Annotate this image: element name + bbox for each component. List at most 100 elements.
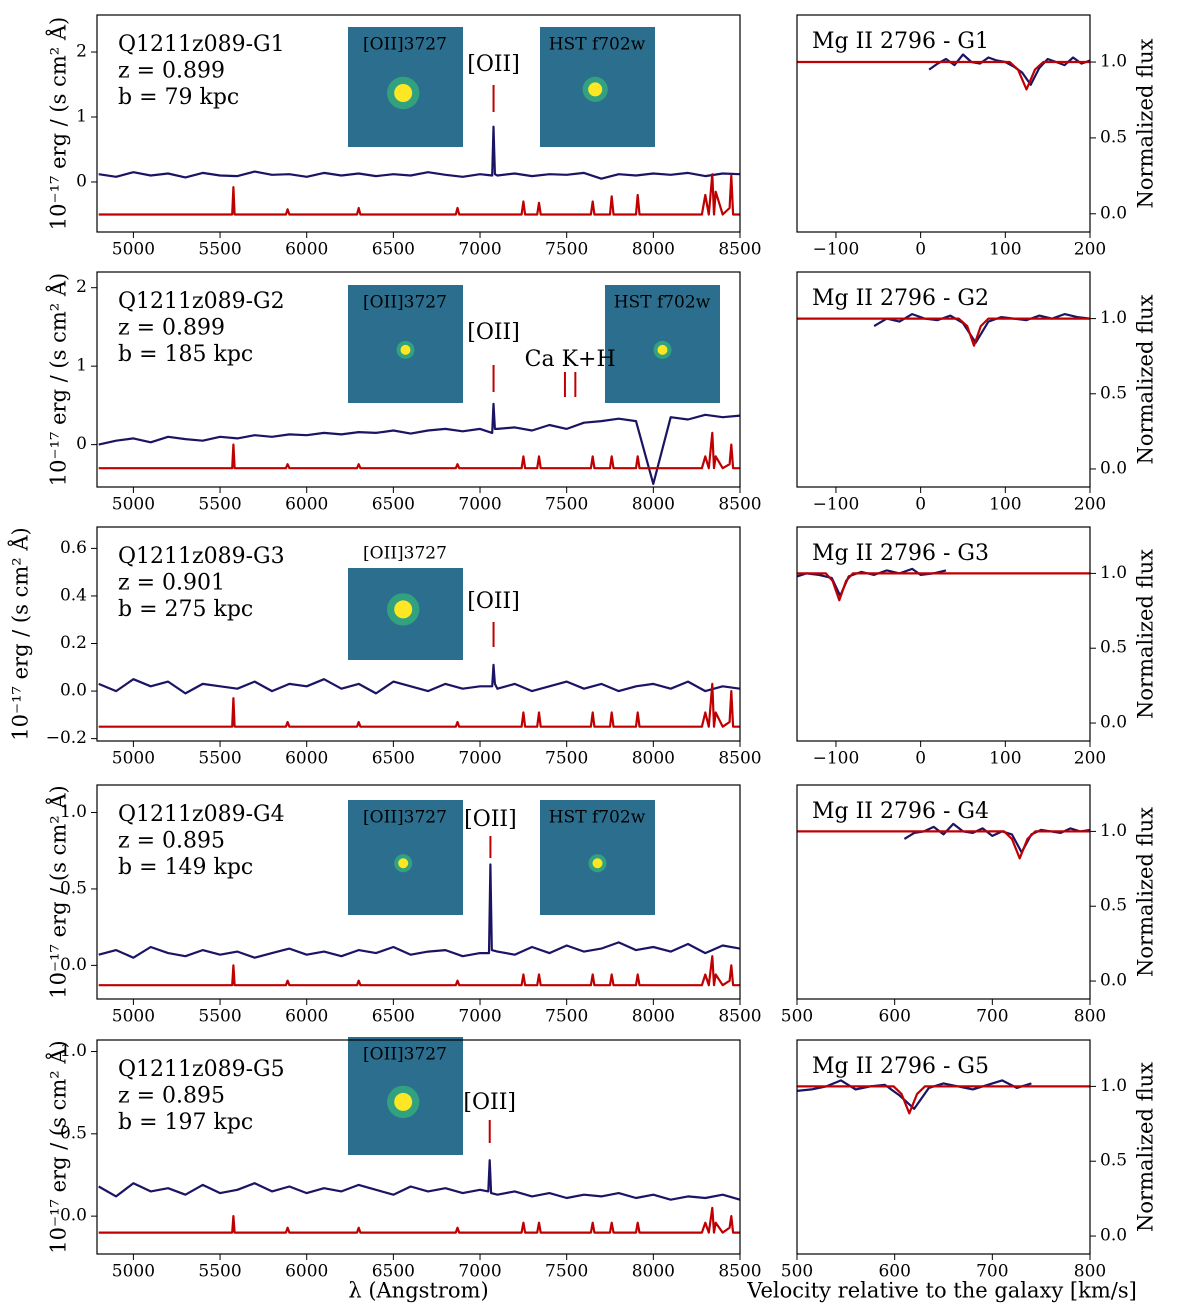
x-tick-label: 5500 bbox=[198, 495, 241, 515]
spectrum-line bbox=[797, 1079, 1032, 1110]
panel-title: Mg II 2796 - G4 bbox=[812, 799, 989, 824]
y-tick-label: 1.0 bbox=[60, 802, 87, 822]
inset-source bbox=[588, 82, 603, 97]
x-tick-label: 5000 bbox=[112, 495, 155, 515]
y-tick-label: 1.0 bbox=[1100, 52, 1127, 72]
spectrum-line bbox=[98, 173, 740, 216]
x-tick-label: 6000 bbox=[285, 1007, 328, 1027]
y-tick-label: 1.0 bbox=[1100, 821, 1127, 841]
x-tick-label: 600 bbox=[878, 1007, 910, 1027]
panel-text: b = 197 kpc bbox=[118, 1110, 253, 1135]
x-tick-label: 6500 bbox=[372, 240, 415, 260]
spectrum-line bbox=[797, 1085, 1090, 1115]
x-tick-label: 0 bbox=[915, 495, 926, 515]
y-tick-label: 0.6 bbox=[60, 538, 87, 558]
x-tick-label: 5000 bbox=[112, 1262, 155, 1282]
panel: −100 0 100 200 0.0 0.5 1.0 Mg II 2796 - G2 Norma… bbox=[796, 271, 1158, 515]
x-tick-label: 200 bbox=[1074, 749, 1106, 769]
panel: 500 600 700 800 0.0 0.5 1.0 Mg II 2796 - G4 Norm… bbox=[781, 784, 1158, 1027]
panel-text: Q1211z089-G3 bbox=[118, 544, 285, 569]
spectrum-line bbox=[98, 955, 740, 987]
axes-frame bbox=[96, 1039, 741, 1255]
x-tick-label: 700 bbox=[976, 1007, 1008, 1027]
y-tick-label: 1.0 bbox=[1100, 1076, 1127, 1096]
x-tick-label: 7500 bbox=[545, 240, 588, 260]
x-axis-label: Velocity relative to the galaxy [km/s] bbox=[746, 1279, 1137, 1303]
x-tick-label: 100 bbox=[989, 240, 1021, 260]
y-axis-label: Normalized flux bbox=[1134, 38, 1158, 208]
x-tick-label: 7500 bbox=[545, 1007, 588, 1027]
x-tick-label: 8500 bbox=[718, 240, 761, 260]
inset-label: [OII]3727 bbox=[363, 808, 447, 828]
spectrum-line bbox=[98, 1206, 740, 1234]
panel-title: Mg II 2796 - G3 bbox=[812, 541, 989, 566]
x-tick-label: 8500 bbox=[718, 495, 761, 515]
inset-label: HST f702w bbox=[549, 35, 646, 55]
x-tick-label: 500 bbox=[781, 1007, 813, 1027]
spectrum-line bbox=[797, 60, 1090, 91]
y-tick-label: 2 bbox=[76, 277, 87, 297]
line-label: Ca K+H bbox=[525, 347, 616, 372]
inset-source bbox=[398, 858, 409, 869]
axes-frame bbox=[796, 526, 1091, 742]
inset-label: [OII]3727 bbox=[363, 35, 447, 55]
y-tick-label: 0.5 bbox=[60, 878, 87, 898]
spectrum-line bbox=[928, 53, 1090, 86]
spectrum-line bbox=[98, 663, 740, 695]
y-axis-label: Normalized flux bbox=[1134, 549, 1158, 719]
panel: [OII]3727 HST f702w 5000 5500 6000 6500 7000 75… bbox=[46, 784, 762, 1027]
inset-label: [OII]3727 bbox=[363, 1045, 447, 1065]
x-tick-label: 7000 bbox=[458, 749, 501, 769]
panel-text: b = 275 kpc bbox=[118, 597, 253, 622]
x-tick-label: 600 bbox=[878, 1262, 910, 1282]
x-tick-label: 8000 bbox=[632, 1007, 675, 1027]
spectrum-line bbox=[98, 125, 740, 180]
y-tick-label: 0.5 bbox=[60, 1123, 87, 1143]
y-tick-label: 0.0 bbox=[1100, 971, 1127, 991]
y-axis-label: Normalized flux bbox=[1134, 807, 1158, 977]
line-label: [OII] bbox=[467, 52, 520, 77]
panel-text: b = 185 kpc bbox=[118, 342, 253, 367]
x-tick-label: 5500 bbox=[198, 1262, 241, 1282]
x-axis-label: λ (Angstrom) bbox=[348, 1279, 488, 1303]
y-axis-label: Normalized flux bbox=[1134, 1062, 1158, 1232]
line-label: [OII] bbox=[467, 589, 520, 614]
spectrum-line bbox=[797, 317, 1090, 347]
y-tick-label: 0.0 bbox=[1100, 458, 1127, 478]
panel-text: z = 0.895 bbox=[118, 1084, 225, 1109]
x-tick-label: 6500 bbox=[372, 1007, 415, 1027]
x-tick-label: 8000 bbox=[632, 240, 675, 260]
y-tick-label: 0.0 bbox=[60, 681, 87, 701]
x-tick-label: 7500 bbox=[545, 1262, 588, 1282]
panel-text: Q1211z089-G2 bbox=[118, 289, 285, 314]
axes-frame bbox=[96, 271, 741, 488]
panel: [OII]3727 HST f702w 5000 5500 6000 6500 7000 75… bbox=[46, 271, 762, 515]
y-axis-label: Normalized flux bbox=[1134, 294, 1158, 464]
spectrum-line bbox=[98, 402, 740, 485]
panel-text: Q1211z089-G5 bbox=[118, 1057, 285, 1082]
y-tick-label: 0.0 bbox=[60, 955, 87, 975]
y-axis-label: 10⁻¹⁷ erg / (s cm² Å) bbox=[46, 273, 71, 486]
x-tick-label: 5500 bbox=[198, 1007, 241, 1027]
inset-label: HST f702w bbox=[549, 808, 646, 828]
y-tick-label: 1.0 bbox=[60, 1041, 87, 1061]
x-tick-label: −100 bbox=[813, 749, 860, 769]
panel: [OII]3727 5000 5500 6000 6500 7000 7500 8000 850… bbox=[8, 526, 762, 769]
y-tick-label: 0.0 bbox=[60, 1206, 87, 1226]
y-tick-label: 0.4 bbox=[60, 585, 87, 605]
x-tick-label: 7000 bbox=[458, 1007, 501, 1027]
panel: −100 0 100 200 0.0 0.5 1.0 Mg II 2796 - G1 Norma… bbox=[796, 14, 1158, 260]
x-tick-label: 800 bbox=[1074, 1262, 1106, 1282]
spectrum-line bbox=[98, 682, 740, 728]
x-tick-label: 7000 bbox=[458, 1262, 501, 1282]
x-tick-label: 0 bbox=[915, 749, 926, 769]
x-tick-label: 8000 bbox=[632, 495, 675, 515]
panel-text: Q1211z089-G4 bbox=[118, 802, 285, 827]
y-tick-label: 0.2 bbox=[60, 633, 87, 653]
inset-label: [OII]3727 bbox=[363, 544, 447, 564]
y-tick-label: 0.5 bbox=[1100, 383, 1127, 403]
x-tick-label: 5500 bbox=[198, 240, 241, 260]
inset-label: [OII]3727 bbox=[363, 293, 447, 313]
x-tick-label: 5500 bbox=[198, 749, 241, 769]
x-tick-label: 5000 bbox=[112, 1007, 155, 1027]
